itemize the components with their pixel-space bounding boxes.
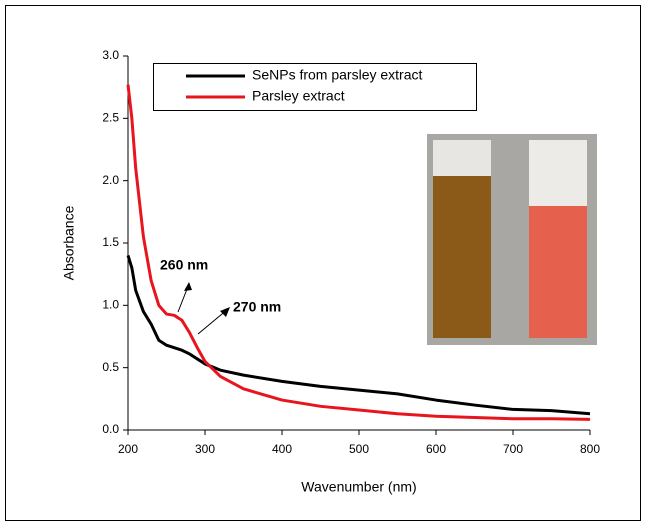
cuvette-right-liquid bbox=[529, 206, 587, 338]
y-tick-label: 0.5 bbox=[102, 360, 119, 374]
cuvette-left-liquid bbox=[433, 176, 491, 338]
legend-label: SeNPs from parsley extract bbox=[252, 67, 422, 83]
annotation: 270 nm bbox=[233, 299, 281, 315]
series-line bbox=[126, 84, 591, 421]
x-tick-label: 200 bbox=[118, 442, 138, 456]
x-tick-label: 300 bbox=[195, 442, 215, 456]
y-tick-label: 3.0 bbox=[102, 48, 119, 62]
x-tick-label: 800 bbox=[580, 442, 600, 456]
y-tick-label: 2.5 bbox=[102, 111, 119, 125]
annotation: 260 nm bbox=[160, 257, 208, 273]
x-tick-label: 500 bbox=[349, 442, 369, 456]
arrow-head bbox=[184, 282, 192, 291]
y-tick-label: 0.0 bbox=[102, 422, 119, 436]
series-line bbox=[126, 255, 591, 416]
legend-box bbox=[153, 63, 477, 111]
y-axis-title: Absorbance bbox=[61, 205, 77, 280]
y-tick-label: 1.0 bbox=[102, 298, 119, 312]
x-tick-label: 600 bbox=[426, 442, 446, 456]
x-axis-title: Wavenumber (nm) bbox=[301, 479, 416, 495]
arrow-head bbox=[220, 307, 230, 317]
x-tick-label: 400 bbox=[272, 442, 292, 456]
y-tick-label: 1.5 bbox=[102, 235, 119, 249]
y-tick-label: 2.0 bbox=[102, 173, 119, 187]
photo-inset bbox=[427, 134, 597, 345]
legend-label: Parsley extract bbox=[252, 88, 345, 104]
x-tick-label: 700 bbox=[503, 442, 523, 456]
arrows bbox=[177, 282, 230, 335]
